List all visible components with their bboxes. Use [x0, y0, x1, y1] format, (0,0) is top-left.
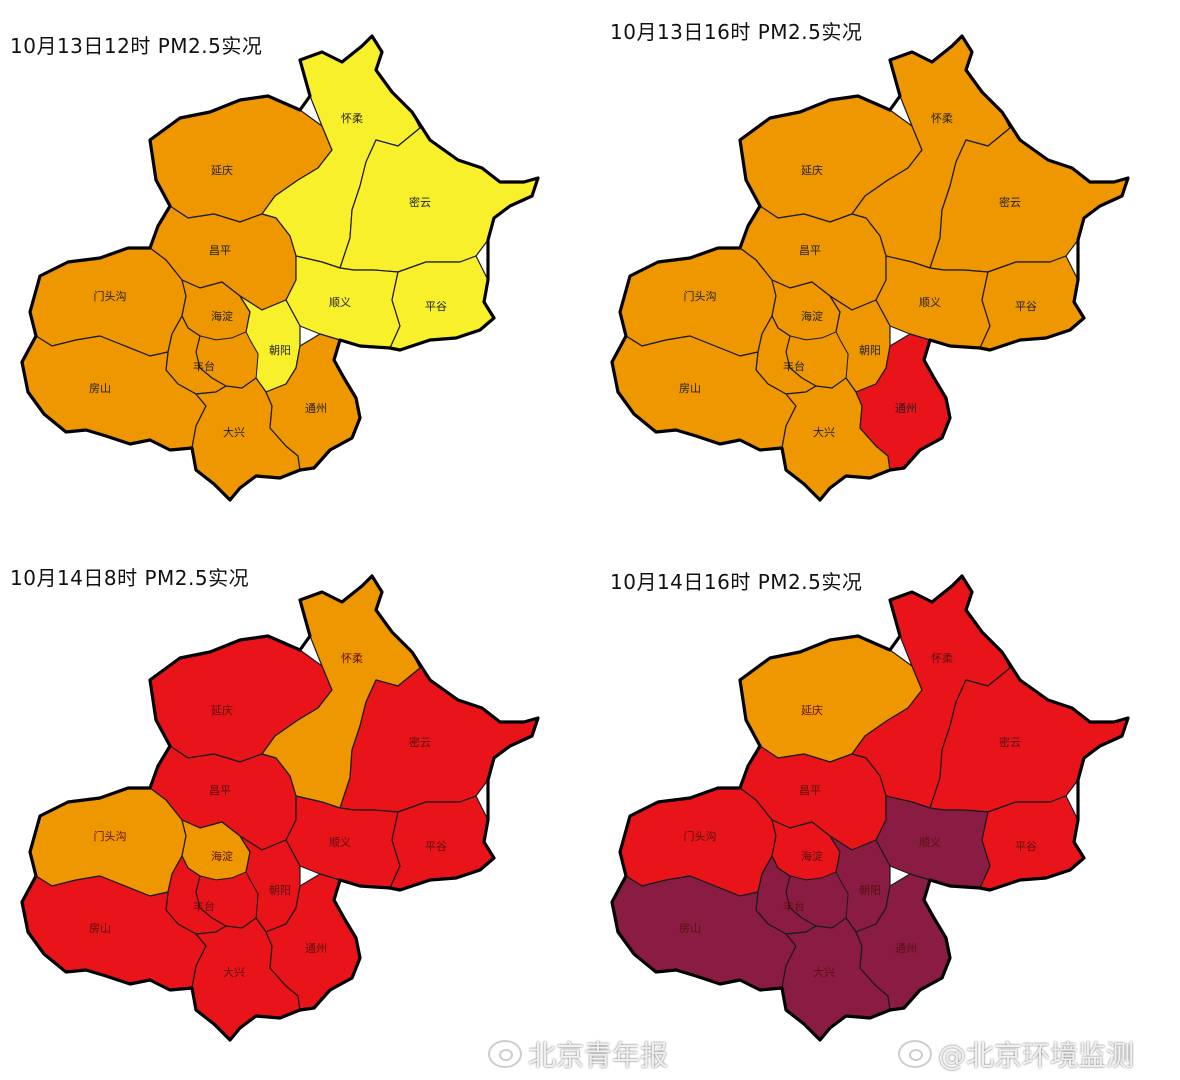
label-yanqing: 延庆	[211, 163, 233, 177]
label-miyun: 密云	[999, 195, 1021, 209]
panel-title: 10月14日8时 PM2.5实况	[10, 566, 250, 590]
label-huairou: 怀柔	[341, 652, 363, 665]
label-pinggu: 平谷	[1015, 300, 1037, 313]
label-tongzhou: 通州	[305, 942, 327, 955]
weibo-icon	[898, 1040, 932, 1068]
label-shunyi: 顺义	[329, 296, 351, 309]
map-panel-2: 怀柔 密云 延庆 昌平 顺义 平谷 门头沟 海淀 朝阳 房山 丰台 大兴 通州 …	[590, 0, 1180, 540]
beijing-district-map: 怀柔 密云 延庆 昌平 顺义 平谷 门头沟 海淀 朝阳 房山 丰台 大兴 通州	[610, 34, 1130, 502]
label-fengtai: 丰台	[193, 359, 215, 373]
watermark-text: @北京环境监测	[938, 1039, 1135, 1072]
label-huairou: 怀柔	[341, 112, 363, 125]
label-chaoyang: 朝阳	[269, 884, 291, 897]
label-daxing: 大兴	[223, 965, 245, 979]
label-daxing: 大兴	[813, 965, 835, 979]
beijing-district-map: 怀柔 密云 延庆 昌平 顺义 平谷 门头沟 海淀 朝阳 房山 丰台 大兴 通州	[20, 574, 540, 1042]
watermark-text: 北京青年报	[528, 1039, 669, 1072]
label-miyun: 密云	[999, 735, 1021, 749]
label-mentougou: 门头沟	[94, 289, 127, 303]
label-haidian: 海淀	[211, 309, 233, 323]
label-huairou: 怀柔	[931, 112, 953, 125]
label-chaoyang: 朝阳	[859, 344, 881, 357]
map-panel-1: 怀柔 密云 延庆 昌平 顺义 平谷 门头沟 海淀 朝阳 房山 丰台 大兴 通州 …	[0, 0, 590, 540]
municipal-boundary	[20, 574, 540, 1042]
label-pinggu: 平谷	[425, 840, 447, 853]
label-daxing: 大兴	[813, 425, 835, 439]
label-fangshan: 房山	[89, 382, 111, 395]
label-fangshan: 房山	[679, 922, 701, 935]
label-shunyi: 顺义	[919, 296, 941, 309]
beijing-district-map: 怀柔 密云 延庆 昌平 顺义 平谷 门头沟 海淀 朝阳 房山 丰台 大兴 通州	[20, 34, 540, 502]
label-yanqing: 延庆	[211, 703, 233, 717]
panel-title: 10月13日16时 PM2.5实况	[610, 20, 863, 44]
label-yanqing: 延庆	[801, 703, 823, 717]
label-chaoyang: 朝阳	[269, 344, 291, 357]
label-haidian: 海淀	[211, 849, 233, 863]
weibo-icon	[488, 1040, 522, 1068]
label-fengtai: 丰台	[193, 899, 215, 913]
label-huairou: 怀柔	[931, 652, 953, 665]
label-fangshan: 房山	[679, 382, 701, 395]
municipal-boundary	[610, 34, 1130, 502]
beijing-district-map: 怀柔 密云 延庆 昌平 顺义 平谷 门头沟 海淀 朝阳 房山 丰台 大兴 通州	[610, 574, 1130, 1042]
watermark-beijing-youth-daily: 北京青年报	[488, 1034, 668, 1074]
label-yanqing: 延庆	[801, 163, 823, 177]
label-daxing: 大兴	[223, 425, 245, 439]
label-haidian: 海淀	[801, 849, 823, 863]
label-fengtai: 丰台	[783, 359, 805, 373]
label-changping: 昌平	[209, 784, 231, 797]
label-miyun: 密云	[409, 735, 431, 749]
label-changping: 昌平	[799, 244, 821, 257]
label-mentougou: 门头沟	[94, 829, 127, 843]
label-tongzhou: 通州	[895, 402, 917, 415]
label-mentougou: 门头沟	[684, 829, 717, 843]
label-haidian: 海淀	[801, 309, 823, 323]
label-fangshan: 房山	[89, 922, 111, 935]
label-changping: 昌平	[799, 784, 821, 797]
label-miyun: 密云	[409, 195, 431, 209]
map-panel-4: 怀柔 密云 延庆 昌平 顺义 平谷 门头沟 海淀 朝阳 房山 丰台 大兴 通州 …	[590, 540, 1180, 1080]
label-tongzhou: 通州	[305, 402, 327, 415]
panel-title: 10月13日12时 PM2.5实况	[10, 34, 263, 58]
label-shunyi: 顺义	[329, 836, 351, 849]
label-pinggu: 平谷	[1015, 840, 1037, 853]
label-chaoyang: 朝阳	[859, 884, 881, 897]
label-shunyi: 顺义	[919, 836, 941, 849]
label-pinggu: 平谷	[425, 300, 447, 313]
label-changping: 昌平	[209, 244, 231, 257]
map-panel-3: 怀柔 密云 延庆 昌平 顺义 平谷 门头沟 海淀 朝阳 房山 丰台 大兴 通州 …	[0, 540, 590, 1080]
municipal-boundary	[610, 574, 1130, 1042]
label-tongzhou: 通州	[895, 942, 917, 955]
label-fengtai: 丰台	[783, 899, 805, 913]
panel-title: 10月14日16时 PM2.5实况	[610, 570, 863, 594]
municipal-boundary	[20, 34, 540, 502]
watermark-beijing-env-monitoring: @北京环境监测	[898, 1034, 1134, 1074]
label-mentougou: 门头沟	[684, 289, 717, 303]
